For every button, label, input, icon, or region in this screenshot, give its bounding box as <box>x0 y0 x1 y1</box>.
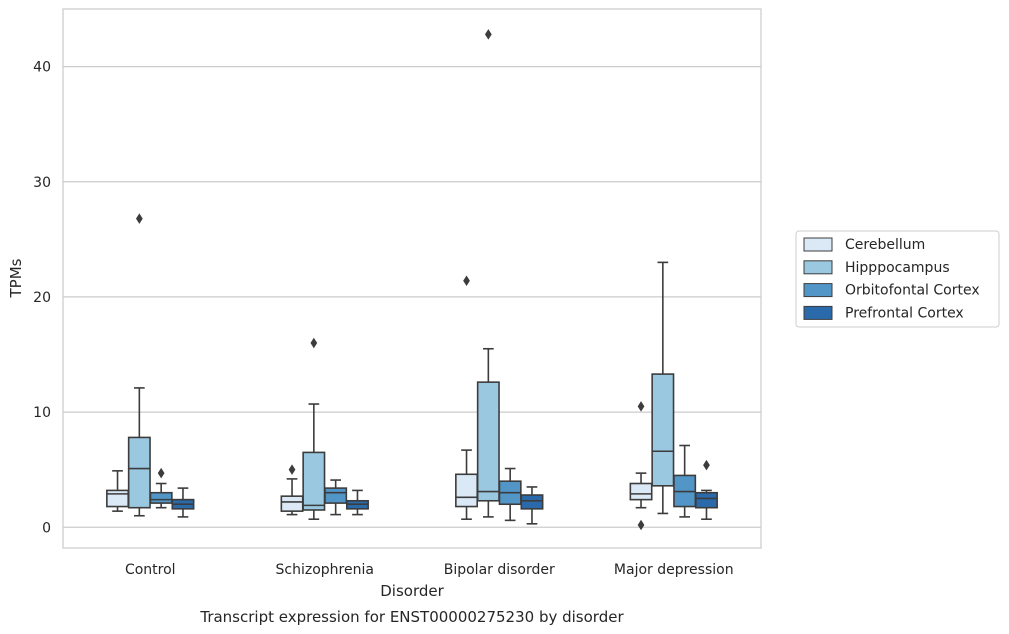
legend-label: Orbitofontal Cortex <box>845 283 980 299</box>
y-tick-label: 30 <box>33 175 51 191</box>
outlier-point <box>463 275 470 287</box>
y-axis-ticks: 0 10 20 30 40 <box>33 60 51 537</box>
x-axis-ticks: Control Schizophrenia Bipolar disorder Majo… <box>125 562 734 578</box>
box-iqr <box>651 373 675 487</box>
legend-swatch <box>803 237 833 252</box>
y-tick-label: 10 <box>33 405 51 421</box>
box-iqr <box>106 489 130 508</box>
x-tick-label: Schizophrenia <box>276 562 374 578</box>
box-iqr <box>476 381 500 502</box>
box-prefrontal-cortex <box>694 459 718 521</box>
box-iqr <box>520 494 544 510</box>
grid-lines <box>63 65 761 528</box>
box-orbitofontal-cortex <box>673 444 697 518</box>
box-orbitofontal-cortex <box>149 467 173 509</box>
outlier-point <box>484 29 492 40</box>
legend-label: Prefrontal Cortex <box>845 305 964 321</box>
y-tick-label: 20 <box>33 290 51 306</box>
legend-swatch <box>803 305 833 320</box>
box-cerebellum <box>455 275 479 521</box>
box-hipppocampus <box>476 29 500 518</box>
box-iqr <box>629 482 653 501</box>
box-iqr <box>455 473 479 508</box>
outlier-point <box>637 401 645 412</box>
box-hipppocampus <box>651 261 675 515</box>
box-cerebellum <box>280 464 304 516</box>
box-iqr <box>149 491 173 504</box>
chart-caption: Transcript expression for ENST0000027523… <box>199 608 624 626</box>
box-iqr <box>324 487 348 504</box>
legend-label: Hipppocampus <box>845 260 950 276</box>
outlier-point <box>288 464 296 475</box>
x-axis-title: Disorder <box>380 582 444 600</box>
box-orbitofontal-cortex <box>498 467 522 522</box>
y-tick-label: 40 <box>33 60 51 76</box>
legend-frame <box>795 230 1000 328</box>
box-hipppocampus <box>302 337 326 521</box>
legend-label: Cerebellum <box>845 237 925 253</box>
plot-area <box>62 8 762 549</box>
legend: Cerebellum Hipppocampus Orbitofontal Corte… <box>795 230 1000 328</box>
outlier-point <box>703 459 710 471</box>
x-tick-label: Control <box>125 562 176 578</box>
x-tick-label: Bipolar disorder <box>444 562 555 578</box>
legend-swatch <box>803 283 833 298</box>
outlier-point <box>157 467 165 479</box>
box-iqr <box>127 436 151 509</box>
legend-swatch <box>803 260 833 275</box>
x-tick-label: Major depression <box>614 562 734 578</box>
box-cerebellum <box>629 401 653 531</box>
box-hipppocampus <box>127 213 151 517</box>
box-cerebellum <box>106 470 130 512</box>
box-prefrontal-cortex <box>520 486 544 525</box>
box-iqr <box>694 491 718 509</box>
box-series <box>106 29 718 531</box>
outlier-point <box>135 213 143 224</box>
outlier-point <box>310 337 318 349</box>
y-axis-title: TPMs <box>7 258 25 298</box>
box-prefrontal-cortex <box>345 489 369 516</box>
box-iqr <box>302 451 326 511</box>
box-orbitofontal-cortex <box>324 479 348 516</box>
outlier-point <box>637 519 645 531</box>
box-iqr <box>280 495 304 512</box>
box-prefrontal-cortex <box>171 487 195 518</box>
y-tick-label: 0 <box>42 520 51 536</box>
